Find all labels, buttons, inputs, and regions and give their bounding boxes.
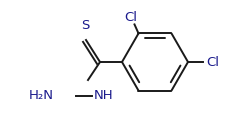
Text: S: S xyxy=(80,19,89,32)
Text: Cl: Cl xyxy=(123,11,137,24)
Text: Cl: Cl xyxy=(205,55,218,69)
Text: NH: NH xyxy=(94,90,113,102)
Text: H₂N: H₂N xyxy=(29,90,54,102)
